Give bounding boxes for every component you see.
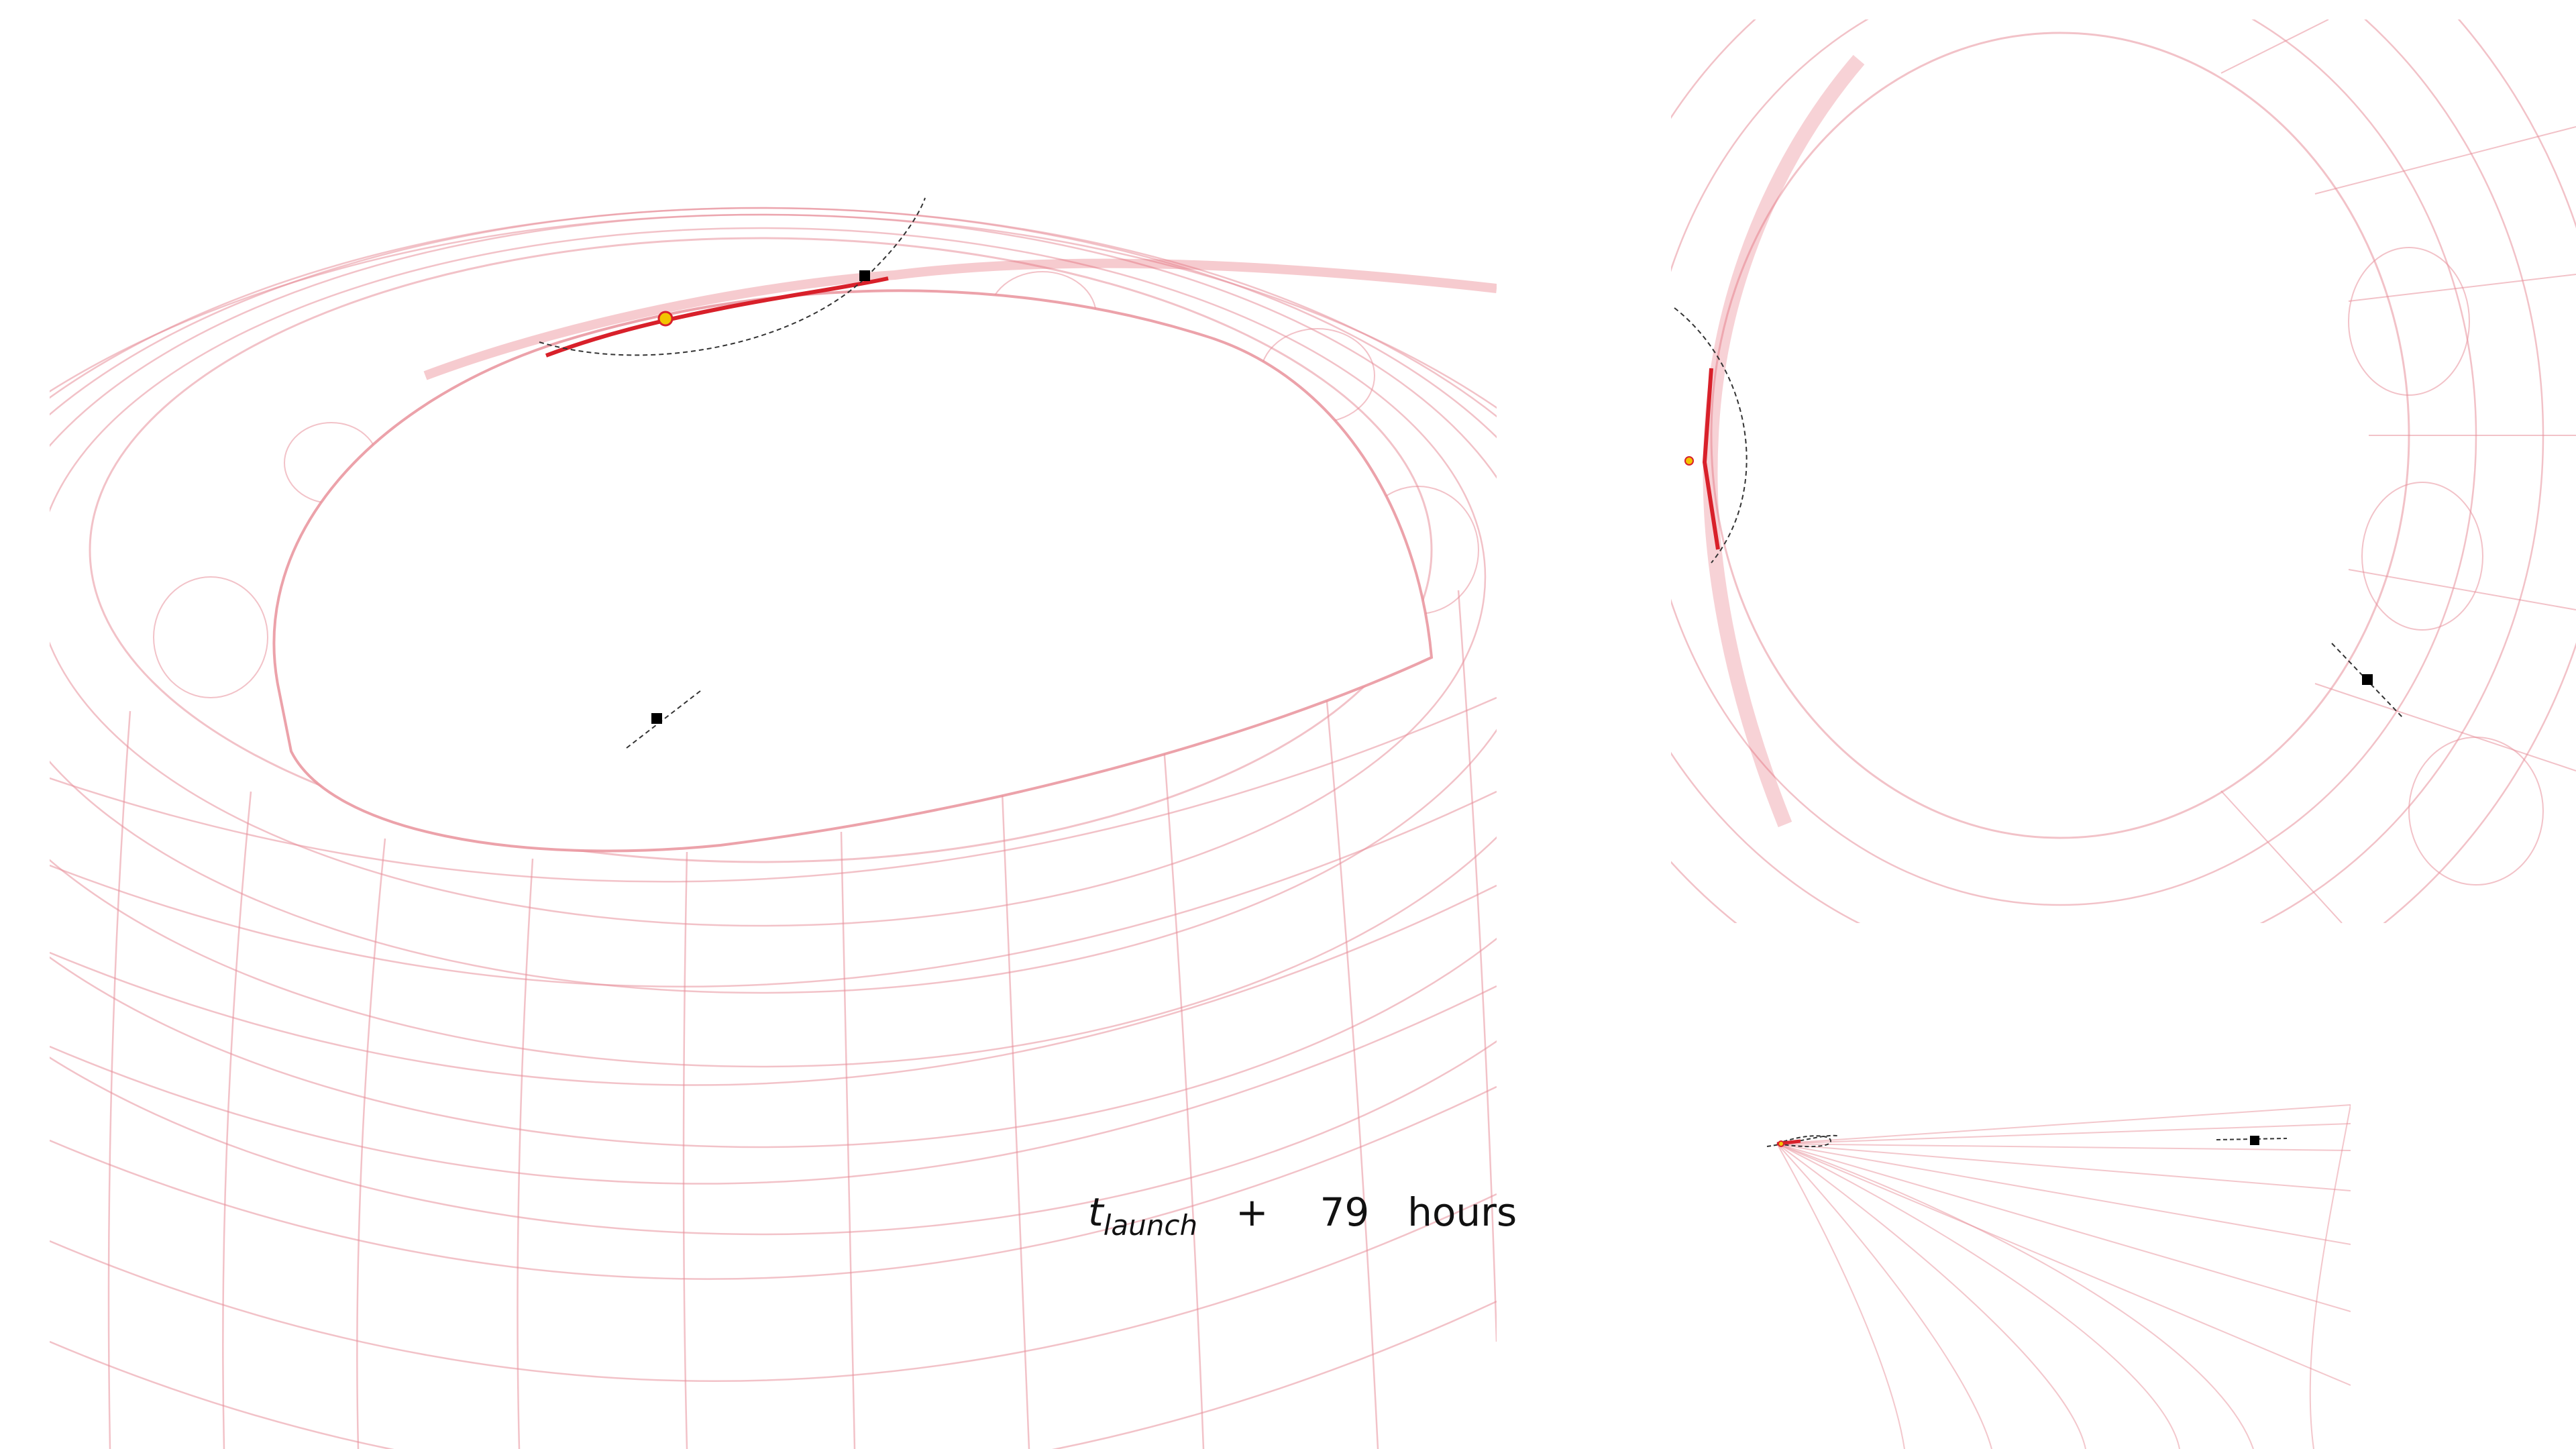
center-marker <box>651 713 662 724</box>
node-marker <box>859 270 870 281</box>
side-view-plot <box>1766 1104 2351 1449</box>
torus-mesh <box>50 207 1497 1449</box>
current-position-marker <box>657 311 674 327</box>
hours-unit: hours <box>1407 1189 1517 1235</box>
side-current-marker <box>1778 1140 1784 1147</box>
time-symbol: t <box>1088 1189 1104 1235</box>
plus-sign: + <box>1235 1189 1269 1235</box>
time-subscript: launch <box>1103 1209 1198 1242</box>
top-band <box>1703 54 1865 828</box>
top-view-plot <box>1671 19 2576 923</box>
top-node-marker <box>2362 674 2373 685</box>
top-mesh <box>1671 19 2576 923</box>
inner-rim <box>272 289 1434 853</box>
main-view-panel <box>50 0 1497 1449</box>
trajectory-path <box>545 276 889 358</box>
main-view-plot <box>50 197 1497 1449</box>
top-view-panel <box>1671 19 2576 923</box>
dashed-arc <box>539 197 926 356</box>
elapsed-time-label: tlaunch + 79 hours <box>1088 1193 1517 1240</box>
side-dashed-loop <box>1776 1135 1832 1148</box>
side-node-marker <box>2250 1136 2259 1145</box>
side-mesh <box>1776 1104 2351 1449</box>
hours-value: 79 <box>1320 1189 1370 1235</box>
top-current-marker <box>1684 456 1694 466</box>
top-trajectory <box>1702 368 1720 550</box>
side-view-panel <box>1750 1097 2351 1449</box>
rim-band <box>423 258 1497 380</box>
